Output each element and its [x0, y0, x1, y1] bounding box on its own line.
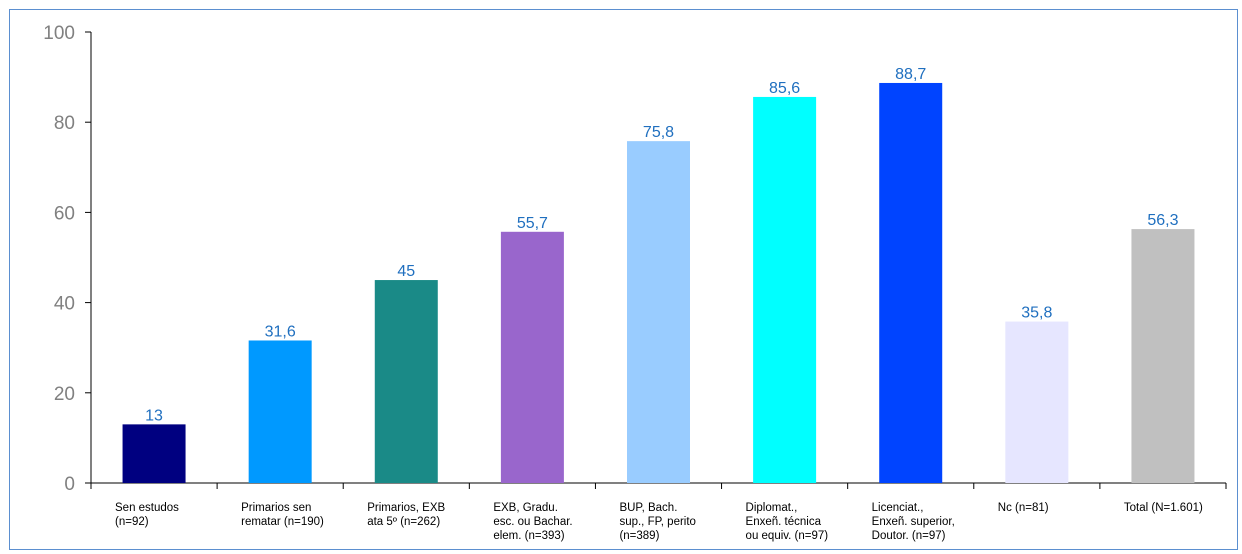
x-tick-label-line: Sen estudos — [115, 502, 179, 514]
data-label: 75,8 — [643, 124, 674, 141]
x-tick-label: Diplomat., Enxeñ. técnica ou equiv. (n=97) — [746, 501, 864, 543]
x-tick-label-line: ou equiv. (n=97) — [745, 530, 829, 542]
x-tick-label-line: Licenciat., — [871, 502, 924, 514]
data-label: 31,6 — [265, 323, 296, 340]
bar-chart: 0 20 40 60 80 100 13 31,6 45 55,7 75,8 85,6 88,7 35,8… — [43, 23, 1227, 495]
bar — [1131, 229, 1195, 483]
bar — [248, 340, 312, 483]
x-tick-label: Primarios, EXB ata 5º (n=262) — [367, 501, 485, 529]
x-tick-label-line: esc. ou Bachar. — [493, 516, 573, 528]
x-tick-label: Licenciat., Enxeñ. superior, Doutor. (n=97… — [872, 501, 990, 543]
x-tick-label: BUP, Bach. sup., FP, perito (n=389) — [619, 501, 737, 543]
x-tick-label-line: sup., FP, perito — [619, 516, 696, 528]
bar — [500, 231, 564, 483]
x-tick-label-line: Diplomat., — [745, 502, 798, 514]
x-tick-label-line: Enxeñ. técnica — [745, 516, 821, 528]
x-tick-label: EXB, Gradu. esc. ou Bachar. elem. (n=393) — [493, 501, 611, 543]
y-tick-label: 0 — [64, 474, 75, 495]
x-tick-label-line: elem. (n=393) — [493, 530, 565, 542]
data-label: 13 — [145, 407, 163, 424]
bar — [374, 280, 438, 483]
x-tick-label-line: Enxeñ. superior, — [871, 516, 955, 528]
data-label: 45 — [397, 263, 415, 280]
y-tick-label: 100 — [43, 23, 75, 44]
x-tick-label: Nc (n=81) — [998, 501, 1116, 515]
x-tick-label-line: Primarios sen — [241, 502, 312, 514]
x-tick-label-line: Doutor. (n=97) — [871, 530, 946, 542]
bar — [1005, 321, 1069, 483]
y-tick-label: 20 — [54, 384, 75, 405]
data-label: 55,7 — [517, 215, 548, 232]
bar — [879, 82, 943, 483]
bar — [627, 141, 690, 483]
x-tick-label-line: (n=92) — [115, 516, 149, 528]
x-tick-label-line: (n=389) — [619, 530, 660, 542]
chart-frame: 0 20 40 60 80 100 13 31,6 45 55,7 75,8 85,6 88,7 35,8… — [9, 9, 1238, 550]
y-tick-label: 80 — [54, 113, 75, 134]
bar — [122, 424, 186, 483]
x-tick-label-line: Total (N=1.601) — [1123, 502, 1203, 514]
y-tick-label: 40 — [54, 294, 75, 315]
x-tick-label-line: Nc (n=81) — [997, 502, 1049, 514]
x-tick-label-line: EXB, Gradu. — [493, 502, 558, 514]
bar — [753, 96, 817, 483]
x-tick-label: Sen estudos (n=92) — [115, 501, 233, 529]
x-tick-label-line: BUP, Bach. — [619, 502, 678, 514]
x-tick-label: Total (N=1.601) — [1124, 501, 1242, 515]
data-label: 88,7 — [895, 66, 926, 83]
x-tick-label-line: rematar (n=190) — [241, 516, 324, 528]
x-tick-label-line: ata 5º (n=262) — [367, 516, 441, 528]
data-label: 85,6 — [769, 80, 800, 97]
x-tick-label-line: Primarios, EXB — [367, 502, 446, 514]
data-label: 56,3 — [1147, 212, 1178, 229]
data-label: 35,8 — [1021, 305, 1052, 322]
y-tick-label: 60 — [54, 203, 75, 224]
x-tick-label: Primarios sen rematar (n=190) — [241, 501, 359, 529]
